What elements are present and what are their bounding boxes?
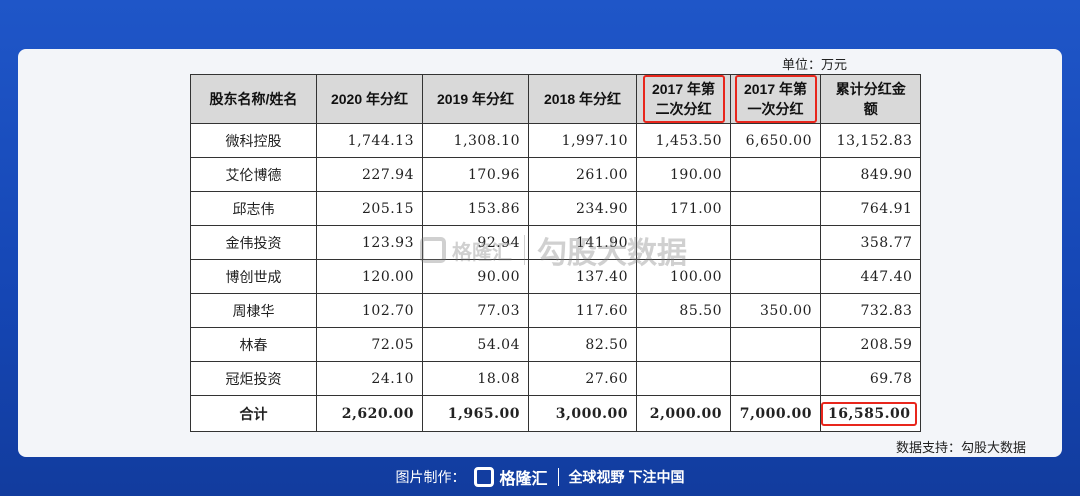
footer: 图片制作： 格隆汇 全球视野 下注中国 <box>0 462 1080 492</box>
amount-cell: 261.00 <box>528 157 637 192</box>
table-row: 邱志伟 205.15 153.86 234.90 171.00 764.91 <box>190 191 922 226</box>
header-total-label: 累计分红金额 <box>835 81 906 117</box>
shareholder-name-cell: 林春 <box>190 327 317 362</box>
footer-divider <box>557 468 559 486</box>
table-row: 周棣华 102.70 77.03 117.60 85.50 350.00 732.83 <box>190 293 922 328</box>
amount-cell: 27.60 <box>528 361 637 396</box>
amount-cell: 72.05 <box>316 327 423 362</box>
amount-cell: 24.10 <box>316 361 423 396</box>
amount-cell: 100.00 <box>636 259 731 294</box>
unit-label: 单位：万元 <box>782 58 848 73</box>
footer-made-by: 图片制作： <box>395 469 466 485</box>
total-2020: 2,620.00 <box>316 395 423 432</box>
header-2019: 2019 年分红 <box>422 74 529 124</box>
amount-cell: 170.96 <box>422 157 529 192</box>
amount-cell: 1,453.50 <box>636 123 731 158</box>
amount-cell: 1,308.10 <box>422 123 529 158</box>
header-shareholder: 股东名称/姓名 <box>190 74 317 124</box>
table-row: 林春 72.05 54.04 82.50 208.59 <box>190 327 922 362</box>
table-row: 金伟投资 123.93 92.94 141.90 358.77 <box>190 225 922 260</box>
watermark-logo-icon <box>420 237 446 263</box>
shareholder-name-cell: 金伟投资 <box>190 225 317 260</box>
amount-cell: 350.00 <box>730 293 821 328</box>
amount-cell: 358.77 <box>819 225 922 260</box>
amount-cell: 190.00 <box>636 157 731 192</box>
total-cumulative: 16,585.00 <box>819 395 922 432</box>
table-row: 艾伦博德 227.94 170.96 261.00 190.00 849.90 <box>190 157 922 192</box>
amount-cell: 69.78 <box>819 361 922 396</box>
table-row: 微科控股 1,744.13 1,308.10 1,997.10 1,453.50 6,65… <box>190 123 922 158</box>
amount-cell <box>730 157 821 192</box>
amount-cell <box>730 259 821 294</box>
header-2017-second-highlight: 2017 年第二次分红 <box>642 75 725 123</box>
header-2017-first-highlight: 2017 年第一次分红 <box>734 75 817 123</box>
amount-cell: 1,997.10 <box>528 123 637 158</box>
shareholder-name-cell: 微科控股 <box>190 123 317 158</box>
amount-cell: 120.00 <box>316 259 423 294</box>
amount-cell <box>730 327 821 362</box>
shareholder-name-cell: 冠炬投资 <box>190 361 317 396</box>
footer-slogan: 全球视野 下注中国 <box>568 469 685 485</box>
table-header-row: 股东名称/姓名 2020 年分红 2019 年分红 2018 年分红 2017 … <box>190 74 922 124</box>
amount-cell: 13,152.83 <box>819 123 922 158</box>
amount-cell: 1,744.13 <box>316 123 423 158</box>
amount-cell: 764.91 <box>819 191 922 226</box>
amount-cell: 18.08 <box>422 361 529 396</box>
amount-cell: 141.90 <box>528 225 637 260</box>
amount-cell: 117.60 <box>528 293 637 328</box>
amount-cell: 137.40 <box>528 259 637 294</box>
amount-cell: 82.50 <box>528 327 637 362</box>
amount-cell: 849.90 <box>819 157 922 192</box>
total-label: 合计 <box>190 395 317 432</box>
amount-cell: 92.94 <box>422 225 529 260</box>
total-row: 合计 2,620.00 1,965.00 3,000.00 2,000.00 7… <box>190 395 922 432</box>
amount-cell <box>730 225 821 260</box>
amount-cell <box>636 361 731 396</box>
watermark-divider <box>524 235 525 265</box>
shareholder-name-cell: 博创世成 <box>190 259 317 294</box>
total-2018: 3,000.00 <box>528 395 637 432</box>
amount-cell: 6,650.00 <box>730 123 821 158</box>
shareholder-name-cell: 周棣华 <box>190 293 317 328</box>
table-row: 冠炬投资 24.10 18.08 27.60 69.78 <box>190 361 922 396</box>
amount-cell: 123.93 <box>316 225 423 260</box>
amount-cell: 171.00 <box>636 191 731 226</box>
amount-cell: 54.04 <box>422 327 529 362</box>
amount-cell: 227.94 <box>316 157 423 192</box>
amount-cell: 234.90 <box>528 191 637 226</box>
amount-cell <box>730 191 821 226</box>
amount-cell: 77.03 <box>422 293 529 328</box>
amount-cell: 153.86 <box>422 191 529 226</box>
watermark: 格隆汇 勾股大数据 <box>420 228 687 272</box>
total-2017-first: 7,000.00 <box>730 395 821 432</box>
brand-logo-icon <box>473 467 494 487</box>
total-cumulative-highlight: 16,585.00 <box>821 401 918 426</box>
watermark-text: 勾股大数据 <box>537 237 687 270</box>
amount-cell: 447.40 <box>819 259 922 294</box>
total-2019: 1,965.00 <box>422 395 529 432</box>
amount-cell: 85.50 <box>636 293 731 328</box>
table-row: 博创世成 120.00 90.00 137.40 100.00 447.40 <box>190 259 922 294</box>
watermark-brand: 格隆汇 <box>452 241 512 264</box>
dividend-table: 股东名称/姓名 2020 年分红 2019 年分红 2018 年分红 2017 … <box>190 74 922 432</box>
amount-cell: 102.70 <box>316 293 423 328</box>
amount-cell <box>636 327 731 362</box>
amount-cell: 90.00 <box>422 259 529 294</box>
amount-cell: 208.59 <box>819 327 922 362</box>
header-total: 累计分红金额 <box>819 74 922 124</box>
footer-brand: 格隆汇 <box>499 471 548 488</box>
amount-cell: 732.83 <box>819 293 922 328</box>
header-2018: 2018 年分红 <box>528 74 637 124</box>
shareholder-name-cell: 邱志伟 <box>190 191 317 226</box>
amount-cell <box>730 361 821 396</box>
amount-cell: 205.15 <box>316 191 423 226</box>
amount-cell <box>636 225 731 260</box>
header-2020: 2020 年分红 <box>316 74 423 124</box>
header-2017-second: 2017 年第二次分红 <box>636 74 731 124</box>
data-source-label: 数据支持：勾股大数据 <box>896 440 1027 455</box>
total-2017-second: 2,000.00 <box>636 395 731 432</box>
shareholder-name-cell: 艾伦博德 <box>190 157 317 192</box>
header-2017-first: 2017 年第一次分红 <box>730 74 821 124</box>
